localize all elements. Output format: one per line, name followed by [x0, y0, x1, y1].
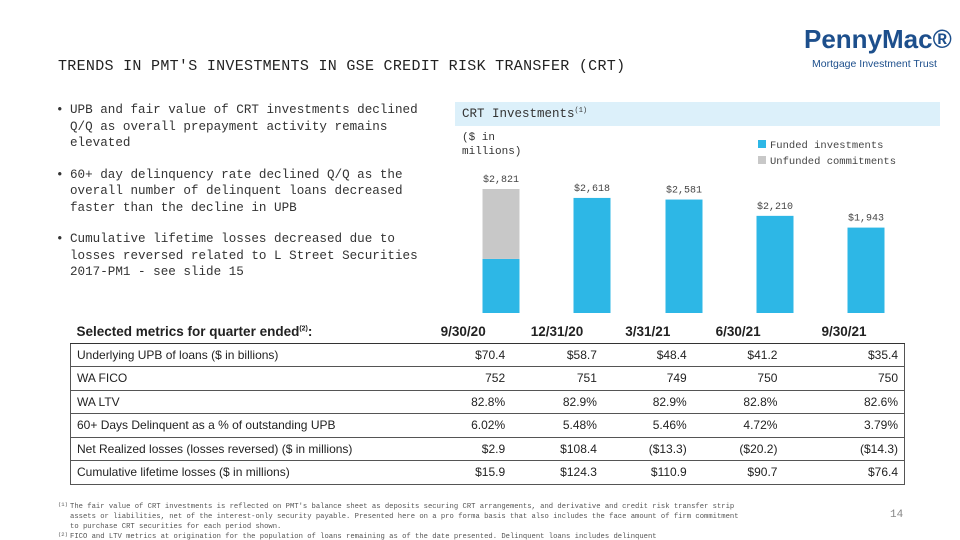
- row-label: Underlying UPB of loans ($ in billions): [70, 343, 416, 367]
- table-value: $2.9: [415, 437, 512, 461]
- column-header: 6/30/21: [692, 320, 784, 344]
- footnote-text: The fair value of CRT investments is ref…: [70, 503, 739, 531]
- total-label: $2,821: [483, 174, 519, 186]
- table-row: WA LTV 82.8% 82.9% 82.9% 82.8% 82.6%: [70, 390, 905, 414]
- table-value: 6.02%: [415, 413, 512, 438]
- table-value: 82.9%: [511, 390, 603, 414]
- footnote: (2) FICO and LTV metrics at origination f…: [58, 531, 748, 540]
- bar-segment: [482, 189, 520, 259]
- table-value: ($14.3): [783, 437, 905, 461]
- table-value: $41.2: [692, 343, 784, 367]
- bar-segment: [482, 258, 520, 313]
- column-header: 9/30/20: [415, 320, 512, 344]
- table-value: $124.3: [511, 460, 603, 485]
- table-value: $48.4: [602, 343, 693, 367]
- bar-segment: [665, 199, 703, 313]
- table-value: 82.8%: [692, 390, 784, 414]
- chart-title-box: CRT Investments(1): [462, 107, 587, 121]
- bullet: 60+ day delinquency rate declined Q/Q as…: [54, 167, 424, 217]
- table-row: 60+ Days Delinquent as a % of outstandin…: [70, 413, 905, 438]
- legend-swatch: [758, 140, 766, 148]
- legend-label: Unfunded commitments: [770, 156, 896, 168]
- table-value: $58.7: [511, 343, 603, 367]
- table-value: $108.4: [511, 437, 603, 461]
- table-value: $15.9: [415, 460, 512, 485]
- table-row: Cumulative lifetime losses ($ in million…: [70, 460, 905, 485]
- table-value: $70.4: [415, 343, 512, 367]
- total-label: $2,618: [574, 183, 610, 195]
- bullet: UPB and fair value of CRT investments de…: [54, 102, 424, 152]
- footnotes: (1) The fair value of CRT investments is …: [58, 501, 748, 540]
- bullet: Cumulative lifetime losses decreased due…: [54, 231, 424, 281]
- legend-swatch: [758, 156, 766, 164]
- table-value: $110.9: [602, 460, 693, 485]
- table-value: 4.72%: [692, 413, 784, 438]
- table-row: WA FICO 752 751 749 750 750: [70, 366, 905, 391]
- footnote-marker: (2): [58, 531, 68, 538]
- chart-header: [455, 102, 940, 126]
- table-header: Selected metrics for quarter ended(2): 9/…: [70, 320, 905, 344]
- column-header: 12/31/20: [511, 320, 603, 344]
- unit-label: ($ in millions): [462, 132, 522, 158]
- row-label: Cumulative lifetime losses ($ in million…: [70, 460, 416, 485]
- table-row: Net Realized losses (losses reversed) ($…: [70, 437, 905, 461]
- table-body: Underlying UPB of loans ($ in billions) $…: [70, 343, 905, 485]
- footnote-marker: (1): [58, 501, 68, 508]
- page-number: 14: [890, 509, 904, 521]
- header-cell: Selected metrics for quarter ended(2):: [70, 320, 416, 344]
- row-label: WA LTV: [70, 390, 416, 414]
- table-value: 82.9%: [602, 390, 693, 414]
- table-row: Underlying UPB of loans ($ in billions) $…: [70, 343, 905, 367]
- footnote: (1) The fair value of CRT investments is …: [58, 501, 748, 532]
- table-value: 749: [602, 366, 693, 391]
- chart-title: CRT Investments: [462, 107, 575, 122]
- table-value: ($13.3): [602, 437, 693, 461]
- total-label: $1,943: [848, 213, 884, 225]
- column-header: 9/30/21: [783, 320, 905, 344]
- bar-segment: [756, 215, 794, 313]
- row-label: 60+ Days Delinquent as a % of outstandin…: [70, 413, 416, 438]
- table-value: 752: [415, 366, 512, 391]
- footnote-text: FICO and LTV metrics at origination for …: [70, 533, 657, 540]
- table-value: 82.8%: [415, 390, 512, 414]
- table-value: 750: [692, 366, 784, 391]
- metrics-table: Selected metrics for quarter ended(2): 9/…: [70, 320, 905, 485]
- logo-name: PennyMac®: [804, 24, 952, 54]
- bar-segment: [573, 197, 611, 313]
- table-value: $35.4: [783, 343, 905, 367]
- footnote-ref: (2): [299, 325, 308, 333]
- table-value: 750: [783, 366, 905, 391]
- table-value: 5.48%: [511, 413, 603, 438]
- slide-title: TRENDS IN PMT'S INVESTMENTS IN GSE CREDI…: [58, 58, 626, 75]
- table-value: 82.6%: [783, 390, 905, 414]
- total-label: $2,210: [757, 201, 793, 213]
- legend-label: Funded investments: [770, 140, 883, 152]
- table-value: 5.46%: [602, 413, 693, 438]
- header-suffix: :: [307, 323, 313, 339]
- table-value: ($20.2): [692, 437, 784, 461]
- column-header: 3/31/21: [602, 320, 693, 344]
- row-label: WA FICO: [70, 366, 416, 391]
- table-value: 751: [511, 366, 603, 391]
- total-label: $2,581: [666, 185, 702, 197]
- row-label: Net Realized losses (losses reversed) ($…: [70, 437, 416, 461]
- footnote-ref: (1): [574, 107, 588, 115]
- table-value: $76.4: [783, 460, 905, 485]
- bullet-list: UPB and fair value of CRT investments de…: [54, 102, 424, 296]
- table-value: $90.7: [692, 460, 784, 485]
- logo-tagline: Mortgage Investment Trust: [812, 58, 937, 70]
- bar-segment: [847, 227, 885, 313]
- table-value: 3.79%: [783, 413, 905, 438]
- header-label: Selected metrics for quarter ended: [76, 323, 300, 339]
